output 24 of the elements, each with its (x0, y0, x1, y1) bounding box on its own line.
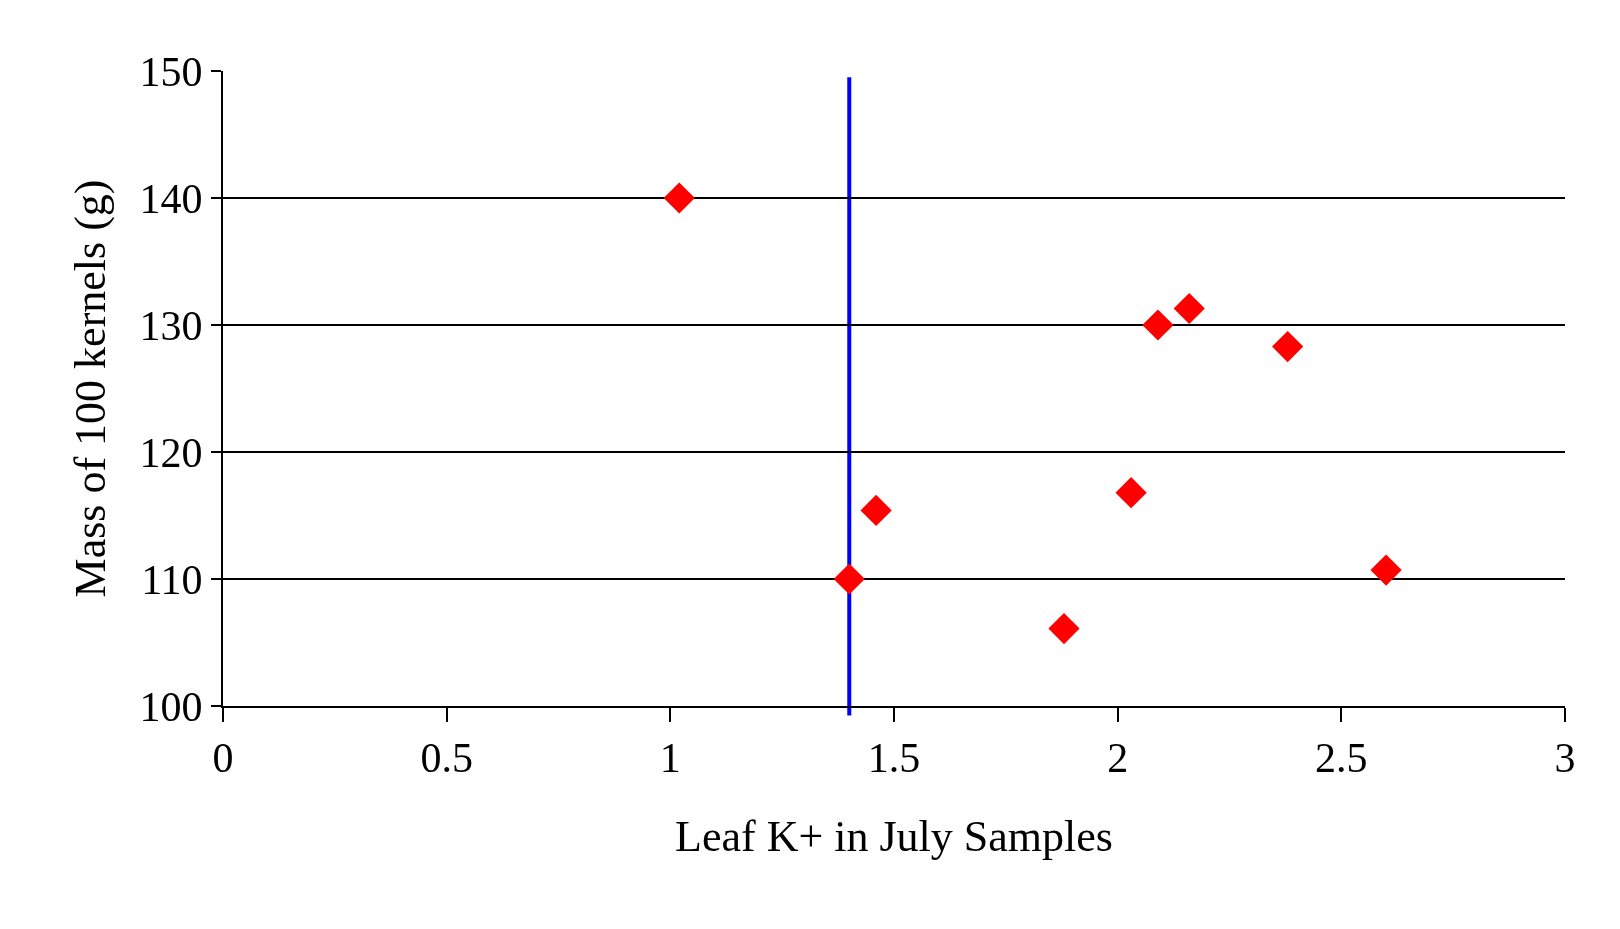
point (1048, 612, 1080, 645)
y-tick-label: 120 (139, 429, 203, 476)
point (833, 563, 865, 595)
point (860, 494, 892, 527)
x-tick-label: 1.5 (867, 735, 921, 782)
point (1370, 554, 1402, 586)
y-tick-label: 100 (139, 683, 203, 730)
y-tick-label: 110 (141, 556, 203, 603)
y-axis-title: Mass of 100 kernels (g) (66, 179, 116, 598)
x-tick-label: 3 (1554, 735, 1576, 782)
x-tick-label: 2.5 (1315, 735, 1368, 782)
x-tick-label: 0.5 (420, 735, 473, 782)
x-tick-label: 2 (1107, 735, 1129, 782)
point (663, 182, 695, 214)
y-tick-label: 140 (139, 175, 203, 222)
point (1115, 477, 1147, 509)
x-tick-label: 1 (659, 735, 681, 782)
point (1173, 292, 1205, 325)
x-axis-title: Leaf K+ in July Samples (675, 812, 1113, 862)
y-tick-label: 130 (139, 302, 203, 349)
point (1272, 330, 1304, 363)
y-tick-label: 150 (139, 48, 203, 95)
point (1142, 309, 1174, 341)
x-tick-label: 0 (212, 735, 234, 782)
